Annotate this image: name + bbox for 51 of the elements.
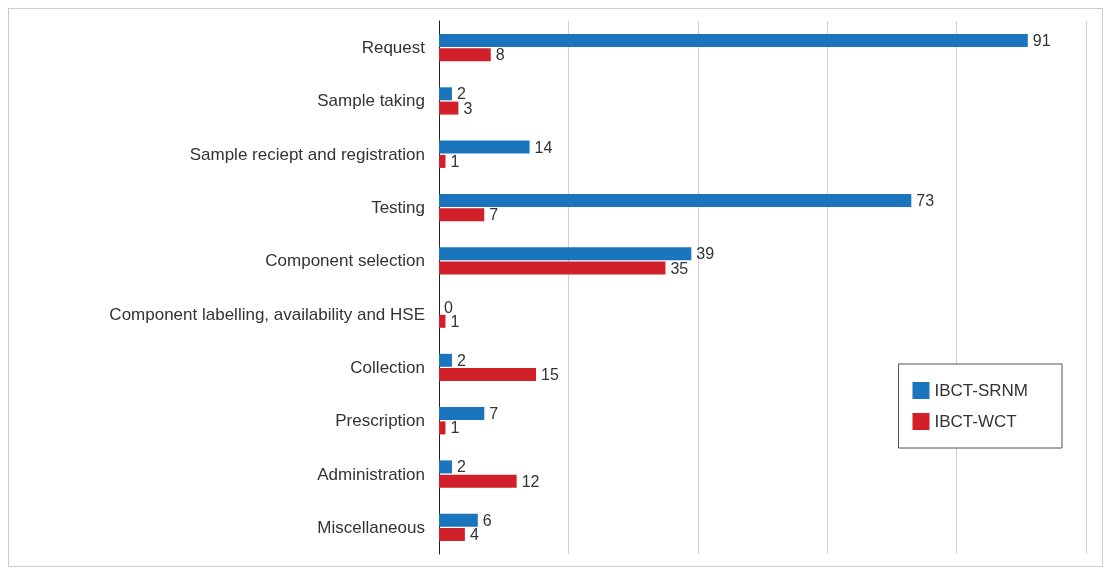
data-label: 7 <box>489 405 499 423</box>
data-label: 6 <box>482 511 492 529</box>
bar <box>439 261 666 275</box>
bar <box>439 353 452 367</box>
bar <box>439 368 537 382</box>
y-tick-label: Request <box>361 38 426 58</box>
y-tick-label: Administration <box>317 464 425 484</box>
bar <box>439 513 478 527</box>
bar <box>439 34 1028 47</box>
data-label: 12 <box>521 472 540 490</box>
data-label: 1 <box>450 419 460 437</box>
data-label: 39 <box>696 245 715 263</box>
data-label: 35 <box>670 259 689 277</box>
bar <box>439 407 485 421</box>
bar <box>439 460 452 474</box>
data-label: 2 <box>456 351 466 369</box>
data-label: 0 <box>444 298 453 316</box>
y-tick-label: Sample taking <box>317 91 425 111</box>
bar <box>439 101 459 115</box>
legend-label: IBCT-WCT <box>934 412 1017 431</box>
bar <box>439 87 452 101</box>
y-tick-label: Testing <box>371 198 425 218</box>
bar <box>439 208 485 222</box>
data-label: 15 <box>541 366 559 384</box>
bar <box>439 421 446 435</box>
y-tick-label: Component labelling, availability and HSE <box>109 304 425 324</box>
y-tick-label: Sample reciept and registration <box>189 144 425 164</box>
data-label: 14 <box>534 138 553 156</box>
data-label: 7 <box>489 206 499 224</box>
bar <box>439 314 446 328</box>
bar <box>439 154 446 168</box>
data-label: 73 <box>916 191 935 209</box>
data-label: 1 <box>450 152 460 170</box>
bar <box>439 528 465 541</box>
data-label: 2 <box>456 458 466 476</box>
y-tick-label: Collection <box>350 357 425 377</box>
data-label: 91 <box>1032 32 1051 49</box>
data-label: 1 <box>450 312 460 330</box>
y-tick-label: Miscellaneous <box>317 517 425 537</box>
y-tick-label: Prescription <box>335 411 425 431</box>
bar <box>439 474 517 488</box>
bar <box>439 247 692 261</box>
legend-label: IBCT-SRNM <box>934 381 1028 400</box>
bar <box>439 140 530 154</box>
bar <box>439 48 491 62</box>
data-label: 8 <box>495 46 505 64</box>
bar <box>439 193 912 207</box>
data-label: 2 <box>456 85 466 103</box>
data-label: 4 <box>469 526 479 543</box>
data-label: 3 <box>463 99 473 117</box>
y-tick-label: Component selection <box>265 251 425 271</box>
